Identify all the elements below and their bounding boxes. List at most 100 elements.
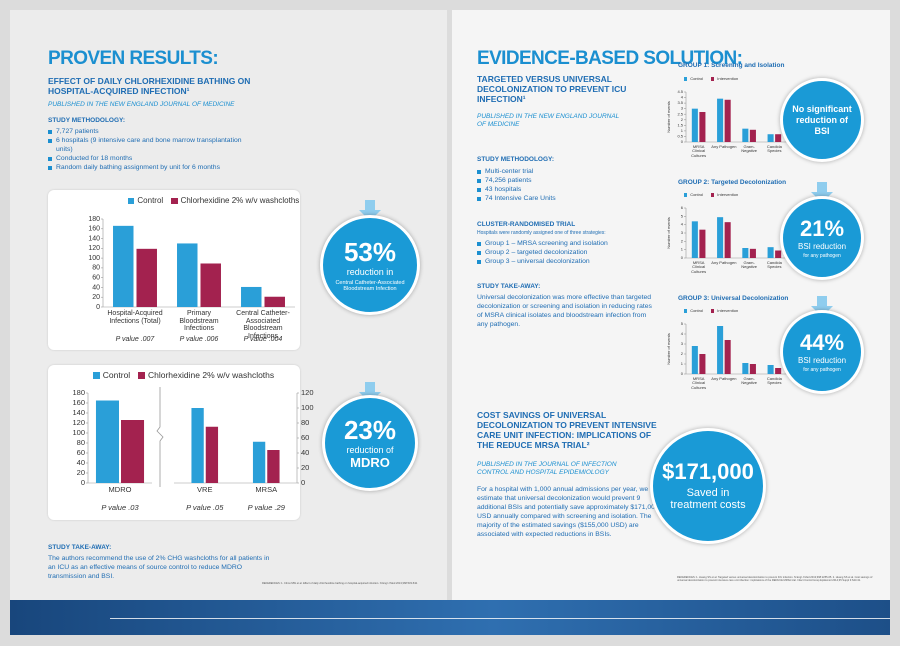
chart: 0 1 2 3 4 5 6 Number of events MRSA Clinical Cul…	[662, 188, 790, 283]
bar	[691, 221, 698, 258]
legend-swatch	[128, 197, 135, 205]
y-tick-label: 160	[88, 226, 100, 233]
callout-circle: 21% BSI reduction for any pathogen	[780, 196, 864, 280]
chart-plot: 00.511.522.533.544.5 Number of events	[666, 89, 787, 144]
callout-text: for any pathogen	[803, 366, 841, 373]
x-tick-label: Primary Bloodstream Infections	[179, 310, 219, 333]
y-tick-label: 2	[681, 238, 684, 243]
y-tick-label: 5	[681, 321, 684, 326]
bullet-item: Group 2 – targeted decolonization	[477, 248, 657, 257]
y-tick-label: 140	[72, 408, 85, 417]
x-tick-label: MRSA Clinical Cultures	[691, 376, 707, 390]
section-heading: STUDY TAKE-AWAY:	[477, 283, 541, 290]
callout-value: 53%	[343, 236, 397, 267]
bar	[767, 134, 774, 142]
callout-text: reduction of	[346, 444, 394, 455]
bullet-item: 43 hospitals	[477, 185, 647, 194]
arrow-shape	[359, 200, 381, 221]
callout-text: treatment costs	[670, 499, 746, 511]
y-tick-label: 4	[681, 331, 684, 336]
bullet-item: Random daily bathing assignment by unit …	[48, 163, 258, 172]
callout-value: $171,000	[662, 459, 754, 484]
legend-swatch	[711, 77, 715, 81]
legend-item: Control	[684, 76, 703, 81]
axis-break	[156, 387, 164, 487]
x-tick-label: Candida Species	[766, 260, 782, 270]
section-heading: CLUSTER-RANDOMISED TRIAL	[477, 221, 576, 228]
arrow-shape	[811, 182, 833, 203]
y-tick-label: 60	[301, 433, 309, 442]
legend: Control Chlorhexidine 2% w/v washcloths	[128, 196, 299, 205]
x-tick-label: Candida Species	[766, 376, 782, 386]
source: PUBLISHED IN THE JOURNAL OF INFECTION CO…	[477, 461, 617, 476]
y-tick-label: 80	[92, 265, 100, 272]
annotation: P value .006	[179, 336, 219, 343]
bullet-item: Group 3 – universal decolonization	[477, 257, 657, 266]
references: REFERENCES: 1. Huang SS et al. Targeted …	[677, 576, 873, 583]
y-tick-label: 0	[681, 255, 684, 260]
legend: Control Chlorhexidine 2% w/v washcloths	[93, 370, 274, 380]
bar	[767, 247, 774, 258]
legend-item: Control	[684, 192, 703, 197]
x-tick-label: Candida Species	[766, 144, 782, 154]
y-tick-label: 40	[301, 448, 309, 457]
x-tick-label: Any Pathogen	[711, 260, 737, 265]
y-tick-label: 80	[77, 438, 85, 447]
bar	[724, 340, 731, 374]
section-heading: STUDY TAKE-AWAY:	[48, 544, 112, 551]
bar	[113, 225, 134, 307]
y-tick-label: 4.5	[677, 89, 683, 94]
callout-circle: 23% reduction of MDRO	[322, 395, 418, 491]
y-tick-label: 120	[72, 418, 85, 427]
bullet-item: 74 Intensive Care Units	[477, 194, 647, 203]
x-tick-label: MRSA	[255, 485, 278, 494]
bullet-item: 74,256 patients	[477, 176, 647, 185]
y-tick-label: 60	[77, 448, 85, 457]
x-tick-label: MRSA Clinical Cultures	[691, 260, 707, 274]
bar	[767, 365, 774, 374]
callout-text: BSI reduction	[797, 355, 847, 365]
legend-label: Control	[690, 76, 704, 81]
bullet-list: 7,727 patients 6 hospitals (9 intensive c…	[48, 127, 258, 172]
y-tick-label: 100	[72, 428, 85, 437]
bar	[775, 368, 782, 374]
y-tick-label: 0	[81, 478, 85, 487]
section-heading: STUDY METHODOLOGY:	[477, 156, 555, 163]
legend: Control Intervention	[684, 192, 738, 197]
legend-label: Intervention	[717, 76, 739, 81]
legend-swatch	[711, 193, 715, 197]
bar	[191, 408, 204, 483]
legend-swatch	[93, 372, 100, 380]
y-tick-label: 60	[92, 275, 100, 282]
bar	[200, 263, 221, 307]
bar	[749, 364, 756, 374]
legend: Control Intervention	[684, 76, 738, 81]
bar	[775, 134, 782, 142]
y-tick-label: 20	[77, 468, 85, 477]
arrow	[811, 182, 833, 203]
x-tick-label: Any Pathogen	[711, 376, 737, 381]
bar	[742, 128, 749, 142]
y-tick-label: 3	[681, 106, 684, 111]
callout-text: reduction of	[796, 114, 848, 125]
bar	[264, 296, 285, 307]
legend-swatch	[138, 372, 145, 380]
chart: 0 20 40 60 80 100 120 140 160 180 MDRO P value .03 C…	[48, 365, 274, 520]
y-tick-label: 20	[92, 294, 100, 301]
callout-value: 21%	[799, 215, 845, 241]
bar	[177, 243, 198, 307]
x-tick-label: Central Catheter-Associated Bloodstream …	[236, 310, 290, 341]
bar	[699, 354, 706, 374]
y-tick-label: 1.5	[677, 122, 683, 127]
callout-text: Central Catheter-Associated Bloodstream …	[335, 279, 405, 292]
legend-label: Control	[102, 370, 131, 380]
y-tick-label: 0	[96, 304, 100, 311]
bar	[724, 99, 731, 142]
legend-item: Intervention	[711, 76, 738, 81]
x-tick-label: MRSA Clinical Cultures	[691, 144, 707, 158]
y-tick-label: 80	[301, 418, 309, 427]
legend-label: Chlorhexidine 2% w/v washcloths	[180, 196, 300, 205]
callout-text: MDRO	[350, 454, 390, 470]
